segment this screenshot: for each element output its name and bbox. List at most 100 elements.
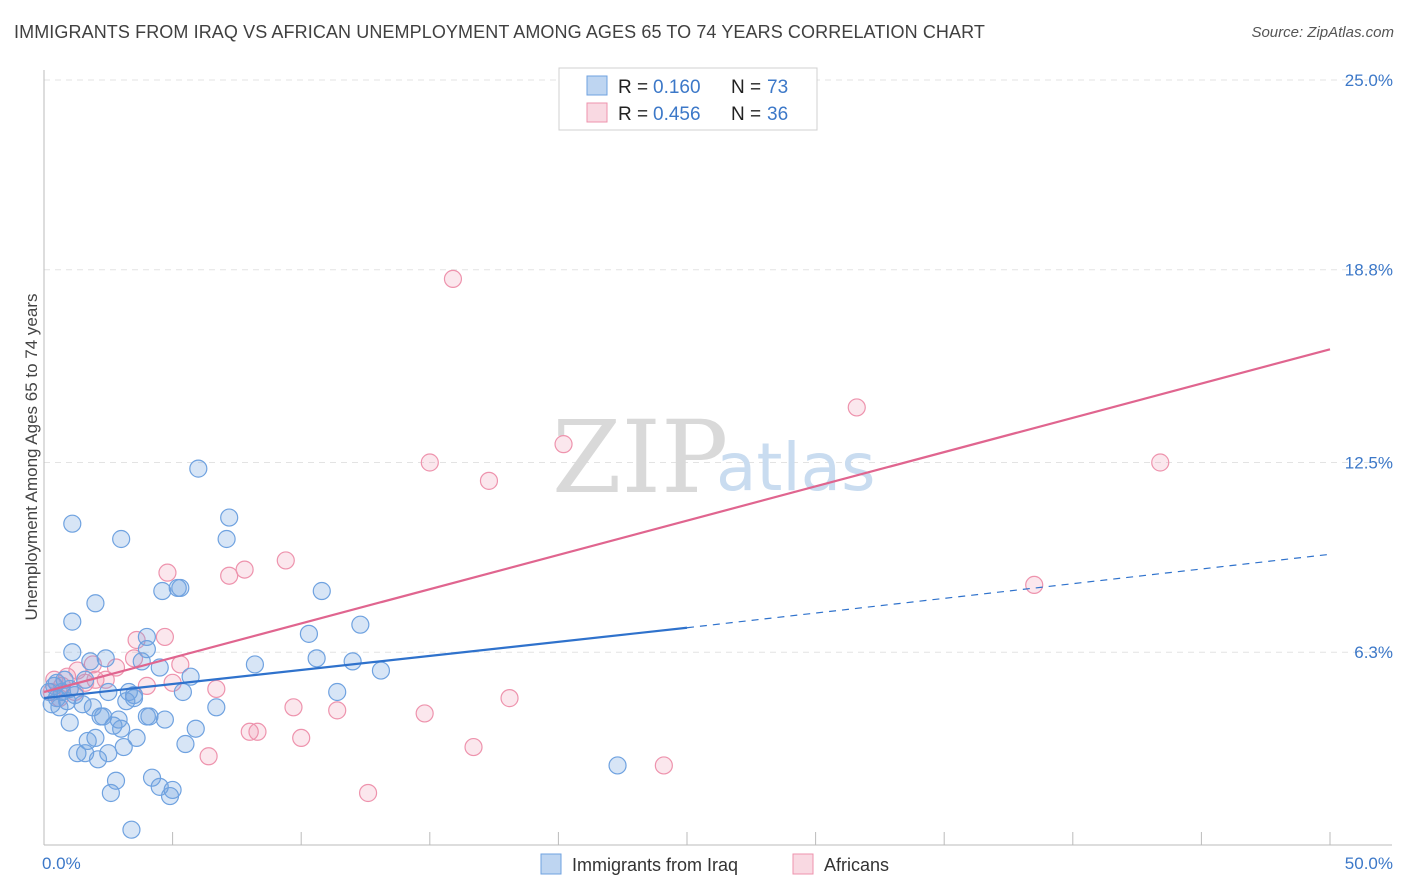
watermark-zip: ZIP: [552, 399, 728, 516]
iraq-point: [173, 682, 192, 702]
legend-box: [558, 67, 818, 131]
iraq-point: [351, 615, 370, 634]
africans-point: [654, 756, 673, 775]
iraq-point: [220, 508, 239, 527]
legend-r-value-africans: 0.456: [653, 104, 701, 125]
iraq-trend-line: [43, 626, 688, 700]
africans-point: [158, 563, 177, 582]
africans-trend-line: [43, 348, 1331, 694]
iraq-point: [127, 728, 146, 748]
africans-point: [284, 698, 303, 717]
axes: [43, 70, 1392, 846]
iraq-point: [124, 685, 144, 705]
africans-point: [847, 398, 866, 417]
africans-point: [207, 679, 226, 699]
iraq-point: [81, 652, 100, 671]
iraq-point: [189, 459, 208, 478]
x-tick-label-max: 50.0%: [1345, 854, 1393, 873]
iraq-point: [94, 707, 113, 726]
legend-n-value-iraq: 73: [767, 77, 788, 98]
africans-point: [199, 747, 218, 766]
iraq-trend-extrapolation: [686, 553, 1331, 629]
y-tick-label: 25.0%: [1345, 71, 1393, 90]
legend-n-label-iraq: N =: [731, 77, 761, 98]
iraq-point: [312, 581, 331, 601]
iraq-point: [114, 737, 133, 757]
trend-lines: [43, 348, 1331, 700]
africans-point: [292, 728, 311, 748]
iraq-point: [343, 652, 362, 671]
africans-point: [464, 737, 483, 757]
africans-point: [415, 704, 434, 723]
africans-point: [220, 566, 239, 585]
iraq-point: [122, 820, 141, 839]
africans-point: [500, 689, 519, 708]
iraq-point: [142, 768, 162, 787]
y-tick-label: 6.3%: [1354, 643, 1393, 662]
africans-point: [155, 627, 174, 647]
iraq-point: [112, 529, 131, 549]
iraq-point: [88, 750, 108, 769]
watermark-atlas: atlas: [716, 429, 876, 506]
africans-point: [248, 722, 267, 741]
iraq-point: [371, 661, 391, 680]
iraq-point: [608, 756, 627, 775]
iraq-point: [86, 594, 105, 613]
iraq-point: [217, 529, 236, 549]
chart-title: IMMIGRANTS FROM IRAQ VS AFRICAN UNEMPLOY…: [14, 22, 985, 42]
iraq-point: [171, 578, 190, 598]
iraq-point: [155, 710, 174, 729]
legend-r-label-iraq: R =: [618, 77, 648, 98]
series-legend-label-africans: Africans: [824, 855, 889, 875]
africans-point: [127, 630, 146, 650]
iraq-point: [83, 698, 102, 717]
africans-point: [240, 722, 259, 741]
africans-point: [443, 269, 463, 288]
iraq-point: [328, 682, 347, 702]
y-tick-labels: 25.0% 18.8% 12.5% 6.3%: [1345, 71, 1393, 662]
y-tick-label: 12.5%: [1345, 454, 1393, 473]
legend-n-value-africans: 36: [767, 104, 788, 125]
iraq-point: [63, 612, 82, 631]
africans-point: [358, 783, 378, 803]
iraq-point: [245, 655, 265, 674]
africans-point: [479, 471, 499, 490]
series-legend: Immigrants from Iraq Africans: [540, 853, 889, 875]
iraq-point: [112, 719, 131, 738]
correlation-legend: R = 0.160 N = 73 R = 0.456 N = 36: [558, 67, 818, 131]
source-credit: Source: ZipAtlas.com: [1251, 24, 1394, 41]
iraq-point: [96, 649, 115, 668]
africans-point: [235, 560, 254, 579]
iraq-point: [186, 719, 205, 738]
iraq-point: [63, 514, 82, 533]
y-axis-label: Unemployment Among Ages 65 to 74 years: [22, 294, 41, 621]
africans-point: [276, 551, 295, 570]
iraq-point: [86, 728, 105, 748]
iraq-point: [63, 643, 82, 662]
legend-r-label-africans: R =: [618, 104, 648, 125]
series-legend-swatch-africans: [792, 853, 814, 875]
iraq-point: [55, 670, 74, 689]
iraq-point: [99, 744, 118, 763]
legend-swatch-iraq: [586, 75, 608, 96]
x-tick-marks: [43, 832, 1331, 845]
africans-point: [328, 701, 347, 720]
iraq-point: [163, 780, 182, 800]
iraq-point: [140, 707, 159, 726]
iraq-point: [60, 713, 79, 732]
africans-point: [420, 453, 439, 472]
series-legend-label-iraq: Immigrants from Iraq: [572, 855, 738, 875]
legend-r-value-iraq: 0.160: [653, 77, 701, 98]
iraq-point: [68, 744, 87, 763]
iraq-point: [299, 624, 319, 643]
legend-n-label-africans: N =: [731, 104, 761, 125]
iraq-point: [307, 649, 326, 668]
africans-point: [1025, 575, 1044, 595]
legend-swatch-africans: [586, 102, 608, 123]
iraq-points: [40, 459, 627, 839]
series-legend-swatch-iraq: [540, 853, 562, 875]
iraq-point: [207, 698, 226, 717]
iraq-point: [153, 581, 172, 601]
y-tick-label: 18.8%: [1345, 261, 1393, 280]
iraq-point: [73, 695, 92, 714]
